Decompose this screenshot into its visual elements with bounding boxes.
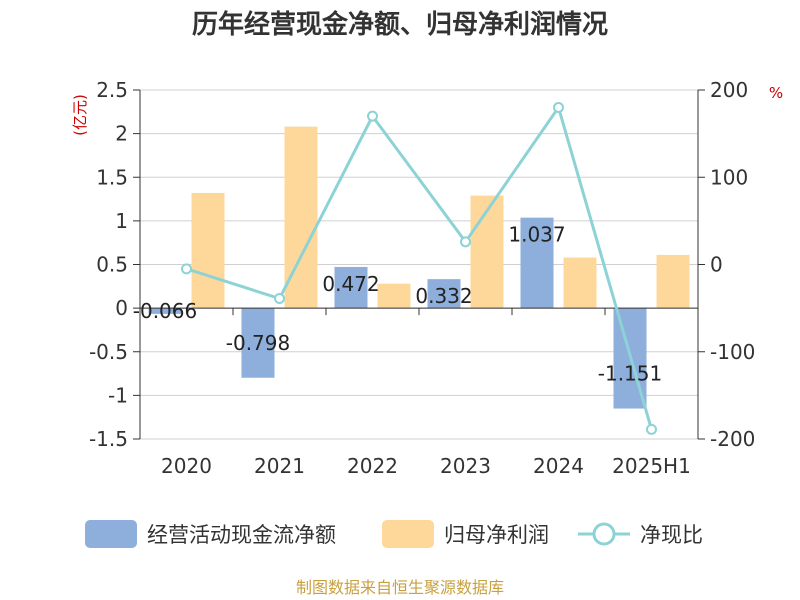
bar-cashflow (148, 308, 182, 314)
bar-cashflow (427, 279, 461, 309)
cashflow-data-label: 0.332 (415, 284, 472, 308)
right-axis-unit: % (769, 84, 783, 102)
right-tick-label: 200 (710, 78, 748, 102)
right-tick-label: -200 (710, 427, 755, 451)
right-axis-ticks: 200 100 0 -100 -200 (698, 78, 755, 451)
source-note: 制图数据来自恒生聚源数据库 (296, 578, 504, 597)
chart-title: 历年经营现金净额、归母净利润情况 (192, 9, 608, 40)
left-tick-label: -0.5 (89, 340, 128, 364)
ratio-line-path (186, 103, 653, 430)
left-tick-label: 0.5 (96, 253, 128, 277)
x-tick-label: 2023 (440, 454, 491, 478)
left-axis-ticks: 2.5 2 1.5 1 0.5 0 -0.5 -1 -1.5 (89, 78, 140, 451)
bar-profit (191, 192, 225, 309)
bar-cashflow (241, 308, 275, 378)
legend-label-cashflow: 经营活动现金流净额 (147, 523, 336, 547)
legend-label-ratio: 净现比 (640, 523, 703, 547)
legend-swatch-profit (382, 520, 434, 548)
ratio-point (553, 101, 564, 113)
left-tick-label: 2 (115, 122, 128, 146)
legend-label-profit: 归母净利润 (444, 523, 549, 547)
right-tick-label: -100 (710, 340, 755, 364)
ratio-line (181, 101, 657, 435)
bars (148, 126, 690, 409)
right-tick-label: 0 (710, 253, 723, 277)
cashflow-data-label: 0.472 (322, 272, 379, 296)
x-tick-label: 2022 (347, 454, 398, 478)
x-tick-label: 2021 (254, 454, 305, 478)
bar-profit (656, 254, 690, 309)
data-labels: -0.066 -0.798 0.472 0.332 1.037 -1.151 (133, 223, 662, 386)
left-tick-label: -1.5 (89, 427, 128, 451)
x-tick-label: 2020 (161, 454, 212, 478)
left-axis-unit: (亿元) (71, 94, 89, 136)
cashflow-data-label: -0.066 (133, 299, 197, 323)
legend-swatch-cashflow (85, 520, 137, 548)
ratio-point (181, 263, 192, 275)
bar-profit (470, 195, 504, 309)
cashflow-data-label: -1.151 (598, 362, 662, 386)
cashflow-data-label: -0.798 (226, 331, 290, 355)
x-axis-ticks: 2020 2021 2022 2023 2024 2025H1 (161, 454, 691, 478)
ratio-point (460, 236, 471, 248)
x-tick-label: 2024 (533, 454, 584, 478)
left-tick-label: 0 (115, 296, 128, 320)
bar-profit (377, 283, 411, 309)
bar-profit (563, 257, 597, 309)
right-tick-label: 100 (710, 165, 748, 189)
legend: 经营活动现金流净额 归母净利润 净现比 (85, 520, 703, 548)
ratio-point (367, 110, 378, 122)
ratio-point (274, 293, 285, 305)
axes (139, 90, 699, 439)
left-tick-label: 1.5 (96, 165, 128, 189)
left-tick-label: -1 (108, 383, 128, 407)
bar-cashflow (520, 217, 554, 309)
legend-swatch-ratio-marker (592, 522, 616, 546)
left-tick-label: 1 (115, 209, 128, 233)
left-tick-label: 2.5 (96, 78, 128, 102)
x-tick-label: 2025H1 (612, 454, 691, 478)
cashflow-data-label: 1.037 (508, 223, 565, 247)
ratio-point (646, 423, 657, 435)
bar-cashflow (334, 266, 368, 309)
